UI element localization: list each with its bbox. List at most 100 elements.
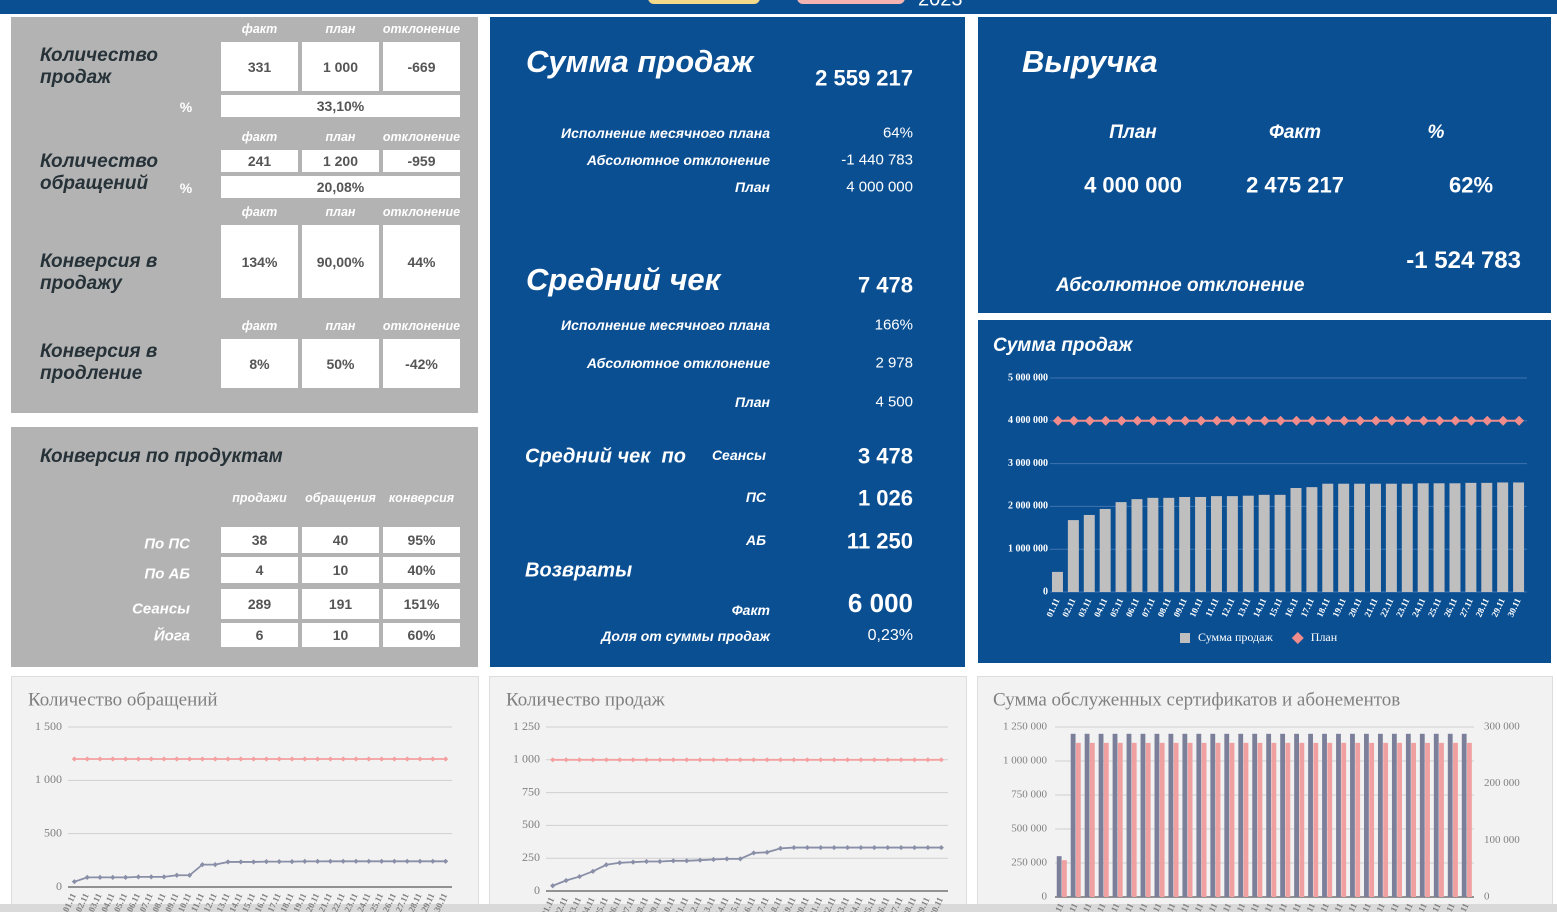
section-title: Средний чек по bbox=[525, 445, 686, 468]
panel-title: Конверсия по продуктам bbox=[40, 446, 283, 468]
row-value: 11 250 bbox=[846, 528, 913, 554]
column-header: план bbox=[325, 204, 356, 219]
row-value: 64% bbox=[882, 124, 913, 142]
row-label: ПС bbox=[745, 488, 766, 505]
revenue-value: 4 000 000 bbox=[1084, 172, 1182, 198]
summary-panel bbox=[490, 17, 965, 667]
row-value: 6 000 bbox=[847, 588, 913, 619]
row-value: 3 478 bbox=[857, 443, 913, 469]
row-label: Исполнение месячного плана bbox=[561, 124, 770, 141]
column-header: отклонение bbox=[382, 21, 461, 36]
value-box: 40 bbox=[302, 527, 379, 553]
percent-label: % bbox=[179, 98, 193, 115]
column-header: факт bbox=[241, 21, 278, 36]
value-box: 1 200 bbox=[302, 150, 379, 172]
row-value: 166% bbox=[874, 316, 913, 334]
column-header: факт bbox=[241, 318, 278, 333]
top-bar bbox=[0, 0, 1557, 14]
column-header: обращения bbox=[305, 490, 376, 505]
row-value: -1 440 783 bbox=[841, 151, 913, 169]
value-box: 40% bbox=[383, 557, 460, 583]
metric-label: Конверсия в продление bbox=[40, 341, 158, 384]
column-header: план bbox=[325, 129, 356, 144]
value-box: 331 bbox=[221, 42, 298, 91]
value-box: 33,10% bbox=[221, 95, 460, 117]
column-header: План bbox=[1109, 122, 1157, 144]
bottom-bar bbox=[0, 904, 1557, 912]
row-label: Абсолютное отклонение bbox=[586, 354, 770, 371]
value-box: 60% bbox=[383, 623, 460, 647]
column-header: план bbox=[325, 318, 356, 333]
column-header: Факт bbox=[1269, 122, 1321, 144]
row-value: 1 026 bbox=[857, 485, 913, 511]
year-label: 2023 bbox=[918, 0, 963, 12]
value-box: 44% bbox=[383, 225, 460, 298]
row-value: 2 978 bbox=[875, 354, 913, 372]
panel-title: Выручка bbox=[1022, 44, 1158, 80]
row-label: Факт bbox=[731, 601, 770, 618]
column-header: отклонение bbox=[382, 204, 461, 219]
column-header: продажи bbox=[232, 490, 287, 505]
row-label: По АБ bbox=[144, 565, 190, 583]
row-label: Сеансы bbox=[132, 600, 190, 618]
value-box: -669 bbox=[383, 42, 460, 91]
requests-chart-panel bbox=[11, 676, 479, 912]
row-label: Доля от суммы продаж bbox=[601, 627, 770, 644]
column-header: отклонение bbox=[382, 129, 461, 144]
value-box: 191 bbox=[302, 589, 379, 619]
percent-label: % bbox=[179, 179, 193, 196]
revenue-panel bbox=[978, 17, 1551, 313]
row-label: По ПС bbox=[144, 535, 190, 553]
column-header: факт bbox=[241, 129, 278, 144]
row-label: Абсолютное отклонение bbox=[586, 151, 770, 168]
row-label: Сеансы bbox=[711, 446, 766, 463]
sales-count-chart-panel bbox=[489, 676, 967, 912]
value-box: 50% bbox=[302, 339, 379, 388]
column-header: % bbox=[1427, 122, 1445, 144]
value-box: 151% bbox=[383, 589, 460, 619]
column-header: план bbox=[325, 21, 356, 36]
row-value: 4 500 bbox=[875, 393, 913, 411]
deviation-value: -1 524 783 bbox=[1406, 247, 1521, 275]
row-value: 0,23% bbox=[867, 626, 913, 644]
value-box: 241 bbox=[221, 150, 298, 172]
value-box: -42% bbox=[383, 339, 460, 388]
filter-button[interactable] bbox=[797, 0, 905, 4]
column-header: отклонение bbox=[382, 318, 461, 333]
value-box: 134% bbox=[221, 225, 298, 298]
metric-label: Количество обращений bbox=[40, 151, 158, 194]
revenue-value: 62% bbox=[1448, 172, 1494, 198]
certificates-chart-panel bbox=[977, 676, 1553, 912]
value-box: 10 bbox=[302, 623, 379, 647]
section-title: Средний чек bbox=[526, 262, 721, 298]
row-label: План bbox=[734, 178, 770, 195]
section-title: Возвраты bbox=[525, 559, 633, 582]
value-box: -959 bbox=[383, 150, 460, 172]
value-box: 90,00% bbox=[302, 225, 379, 298]
row-label: Йога bbox=[153, 627, 190, 645]
section-value: 7 478 bbox=[857, 272, 913, 298]
section-value: 2 559 217 bbox=[815, 65, 913, 91]
value-box: 8% bbox=[221, 339, 298, 388]
column-header: конверсия bbox=[388, 490, 455, 505]
row-label: План bbox=[734, 393, 770, 410]
value-box: 6 bbox=[221, 623, 298, 647]
value-box: 95% bbox=[383, 527, 460, 553]
metric-label: Количество продаж bbox=[40, 45, 158, 88]
value-box: 10 bbox=[302, 557, 379, 583]
filter-button[interactable] bbox=[648, 0, 760, 4]
row-label: Исполнение месячного плана bbox=[561, 316, 770, 333]
row-value: 4 000 000 bbox=[846, 178, 913, 196]
section-title: Сумма продаж bbox=[526, 44, 754, 80]
revenue-value: 2 475 217 bbox=[1246, 172, 1344, 198]
deviation-label: Абсолютное отклонение bbox=[1056, 275, 1305, 297]
value-box: 38 bbox=[221, 527, 298, 553]
sales-chart-panel bbox=[978, 320, 1551, 663]
metric-label: Конверсия в продажу bbox=[40, 251, 158, 294]
value-box: 20,08% bbox=[221, 176, 460, 198]
value-box: 4 bbox=[221, 557, 298, 583]
value-box: 1 000 bbox=[302, 42, 379, 91]
value-box: 289 bbox=[221, 589, 298, 619]
column-header: факт bbox=[241, 204, 278, 219]
